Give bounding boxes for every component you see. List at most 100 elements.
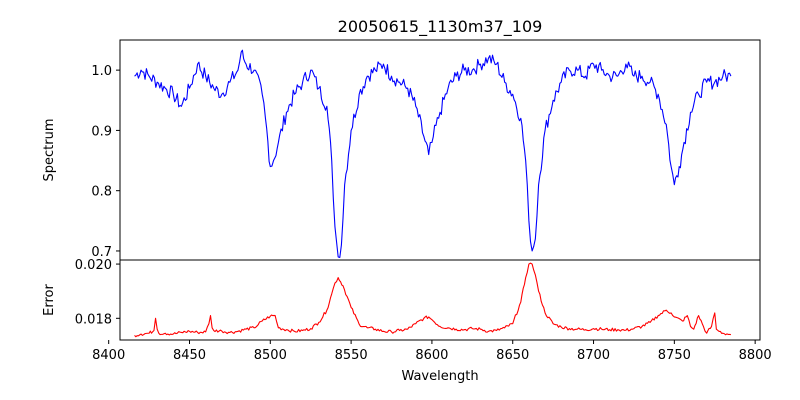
spectrum-data-point [520, 118, 521, 119]
error-data-point [472, 328, 473, 329]
error-data-point [577, 329, 578, 330]
error-data-point [338, 277, 339, 278]
spectrum-data-point [270, 166, 271, 167]
error-data-point [318, 322, 319, 323]
spectrum-data-point [241, 51, 242, 52]
spectrum-data-point [273, 160, 274, 161]
spectrum-data-point [525, 160, 526, 161]
error-data-point [431, 319, 432, 320]
spectrum-data-point [601, 70, 602, 71]
error-data-point [423, 318, 424, 319]
error-data-point [331, 293, 332, 294]
spectrum-data-point [221, 94, 222, 95]
error-data-point [535, 274, 536, 275]
spectrum-data-point [375, 70, 376, 71]
error-data-point [730, 334, 731, 335]
spectrum-data-point [447, 88, 448, 89]
error-data-point [278, 327, 279, 328]
spectrum-data-point [577, 70, 578, 71]
spectrum-data-point [666, 124, 667, 125]
spectrum-data-point [561, 82, 562, 83]
spectrum-data-point [650, 82, 651, 83]
spectrum-data-point [683, 142, 684, 143]
error-data-point [140, 333, 141, 334]
spectrum-data-point [318, 88, 319, 89]
spectrum-series-line [134, 49, 732, 258]
xtick-label: 8600 [415, 348, 448, 363]
spectrum-data-point [714, 82, 715, 83]
spectrum-data-point [569, 70, 570, 71]
error-data-point [658, 315, 659, 316]
error-data-point [674, 316, 675, 317]
error-data-point [134, 335, 135, 336]
xtick-label: 8500 [254, 348, 287, 363]
error-data-point [275, 315, 276, 316]
error-data-point [158, 333, 159, 334]
spectrum-data-point [528, 220, 529, 221]
error-data-point [221, 330, 222, 331]
error-data-point [464, 329, 465, 330]
error-data-point [310, 328, 311, 329]
spectrum-data-point [383, 64, 384, 65]
error-data-point [428, 316, 429, 317]
error-data-point [722, 333, 723, 334]
xtick-label: 8750 [658, 348, 691, 363]
spectrum-data-point [278, 142, 279, 143]
error-data-point [148, 333, 149, 334]
error-data-point [569, 328, 570, 329]
spectrum-data-point [407, 88, 408, 89]
spectrum-data-point [488, 57, 489, 58]
spectrum-data-point [213, 88, 214, 89]
error-data-point [383, 331, 384, 332]
error-data-point [609, 329, 610, 330]
error-data-point [208, 323, 209, 324]
spectrum-data-point [286, 112, 287, 113]
error-data-point [544, 312, 545, 313]
error-data-point [153, 330, 154, 331]
error-data-point [399, 330, 400, 331]
spectrum-data-point [338, 256, 339, 257]
error-data-point [270, 316, 271, 317]
spectrum-data-point [334, 226, 335, 227]
error-data-point [342, 285, 343, 286]
spectrum-data-point [593, 64, 594, 65]
spectrum-data-point [262, 94, 263, 95]
error-data-point [488, 331, 489, 332]
error-data-point [213, 330, 214, 331]
error-data-point [407, 329, 408, 330]
spectrum-data-point [302, 82, 303, 83]
spectrum-data-point [641, 76, 642, 77]
spectrum-data-point [538, 184, 539, 185]
error-data-point [359, 324, 360, 325]
spectrum-data-point [294, 94, 295, 95]
x-axis-label: Wavelength [401, 369, 478, 384]
error-data-point [585, 329, 586, 330]
error-data-point [687, 315, 688, 316]
spectrum-data-point [310, 70, 311, 71]
spectrum-data-point [679, 166, 680, 167]
error-data-point [496, 330, 497, 331]
spectrum-data-point [617, 76, 618, 77]
spectrum-data-point [351, 130, 352, 131]
spectrum-data-point [609, 76, 610, 77]
spectrum-data-point [532, 250, 533, 251]
error-data-point [439, 326, 440, 327]
spectrum-data-point [326, 106, 327, 107]
error-data-point [698, 315, 699, 316]
spectrum-data-point [472, 70, 473, 71]
error-data-point [197, 332, 198, 333]
error-data-point [480, 329, 481, 330]
spectrum-data-point [625, 64, 626, 65]
xtick-label: 8800 [739, 348, 772, 363]
error-data-point [625, 330, 626, 331]
error-data-point [375, 329, 376, 330]
error-data-point [165, 333, 166, 334]
spectrum-data-point [173, 94, 174, 95]
error-data-point [334, 282, 335, 283]
error-data-point [641, 326, 642, 327]
error-data-point [525, 277, 526, 278]
error-data-point [650, 322, 651, 323]
spectrum-data-point [464, 70, 465, 71]
error-data-point [512, 323, 513, 324]
